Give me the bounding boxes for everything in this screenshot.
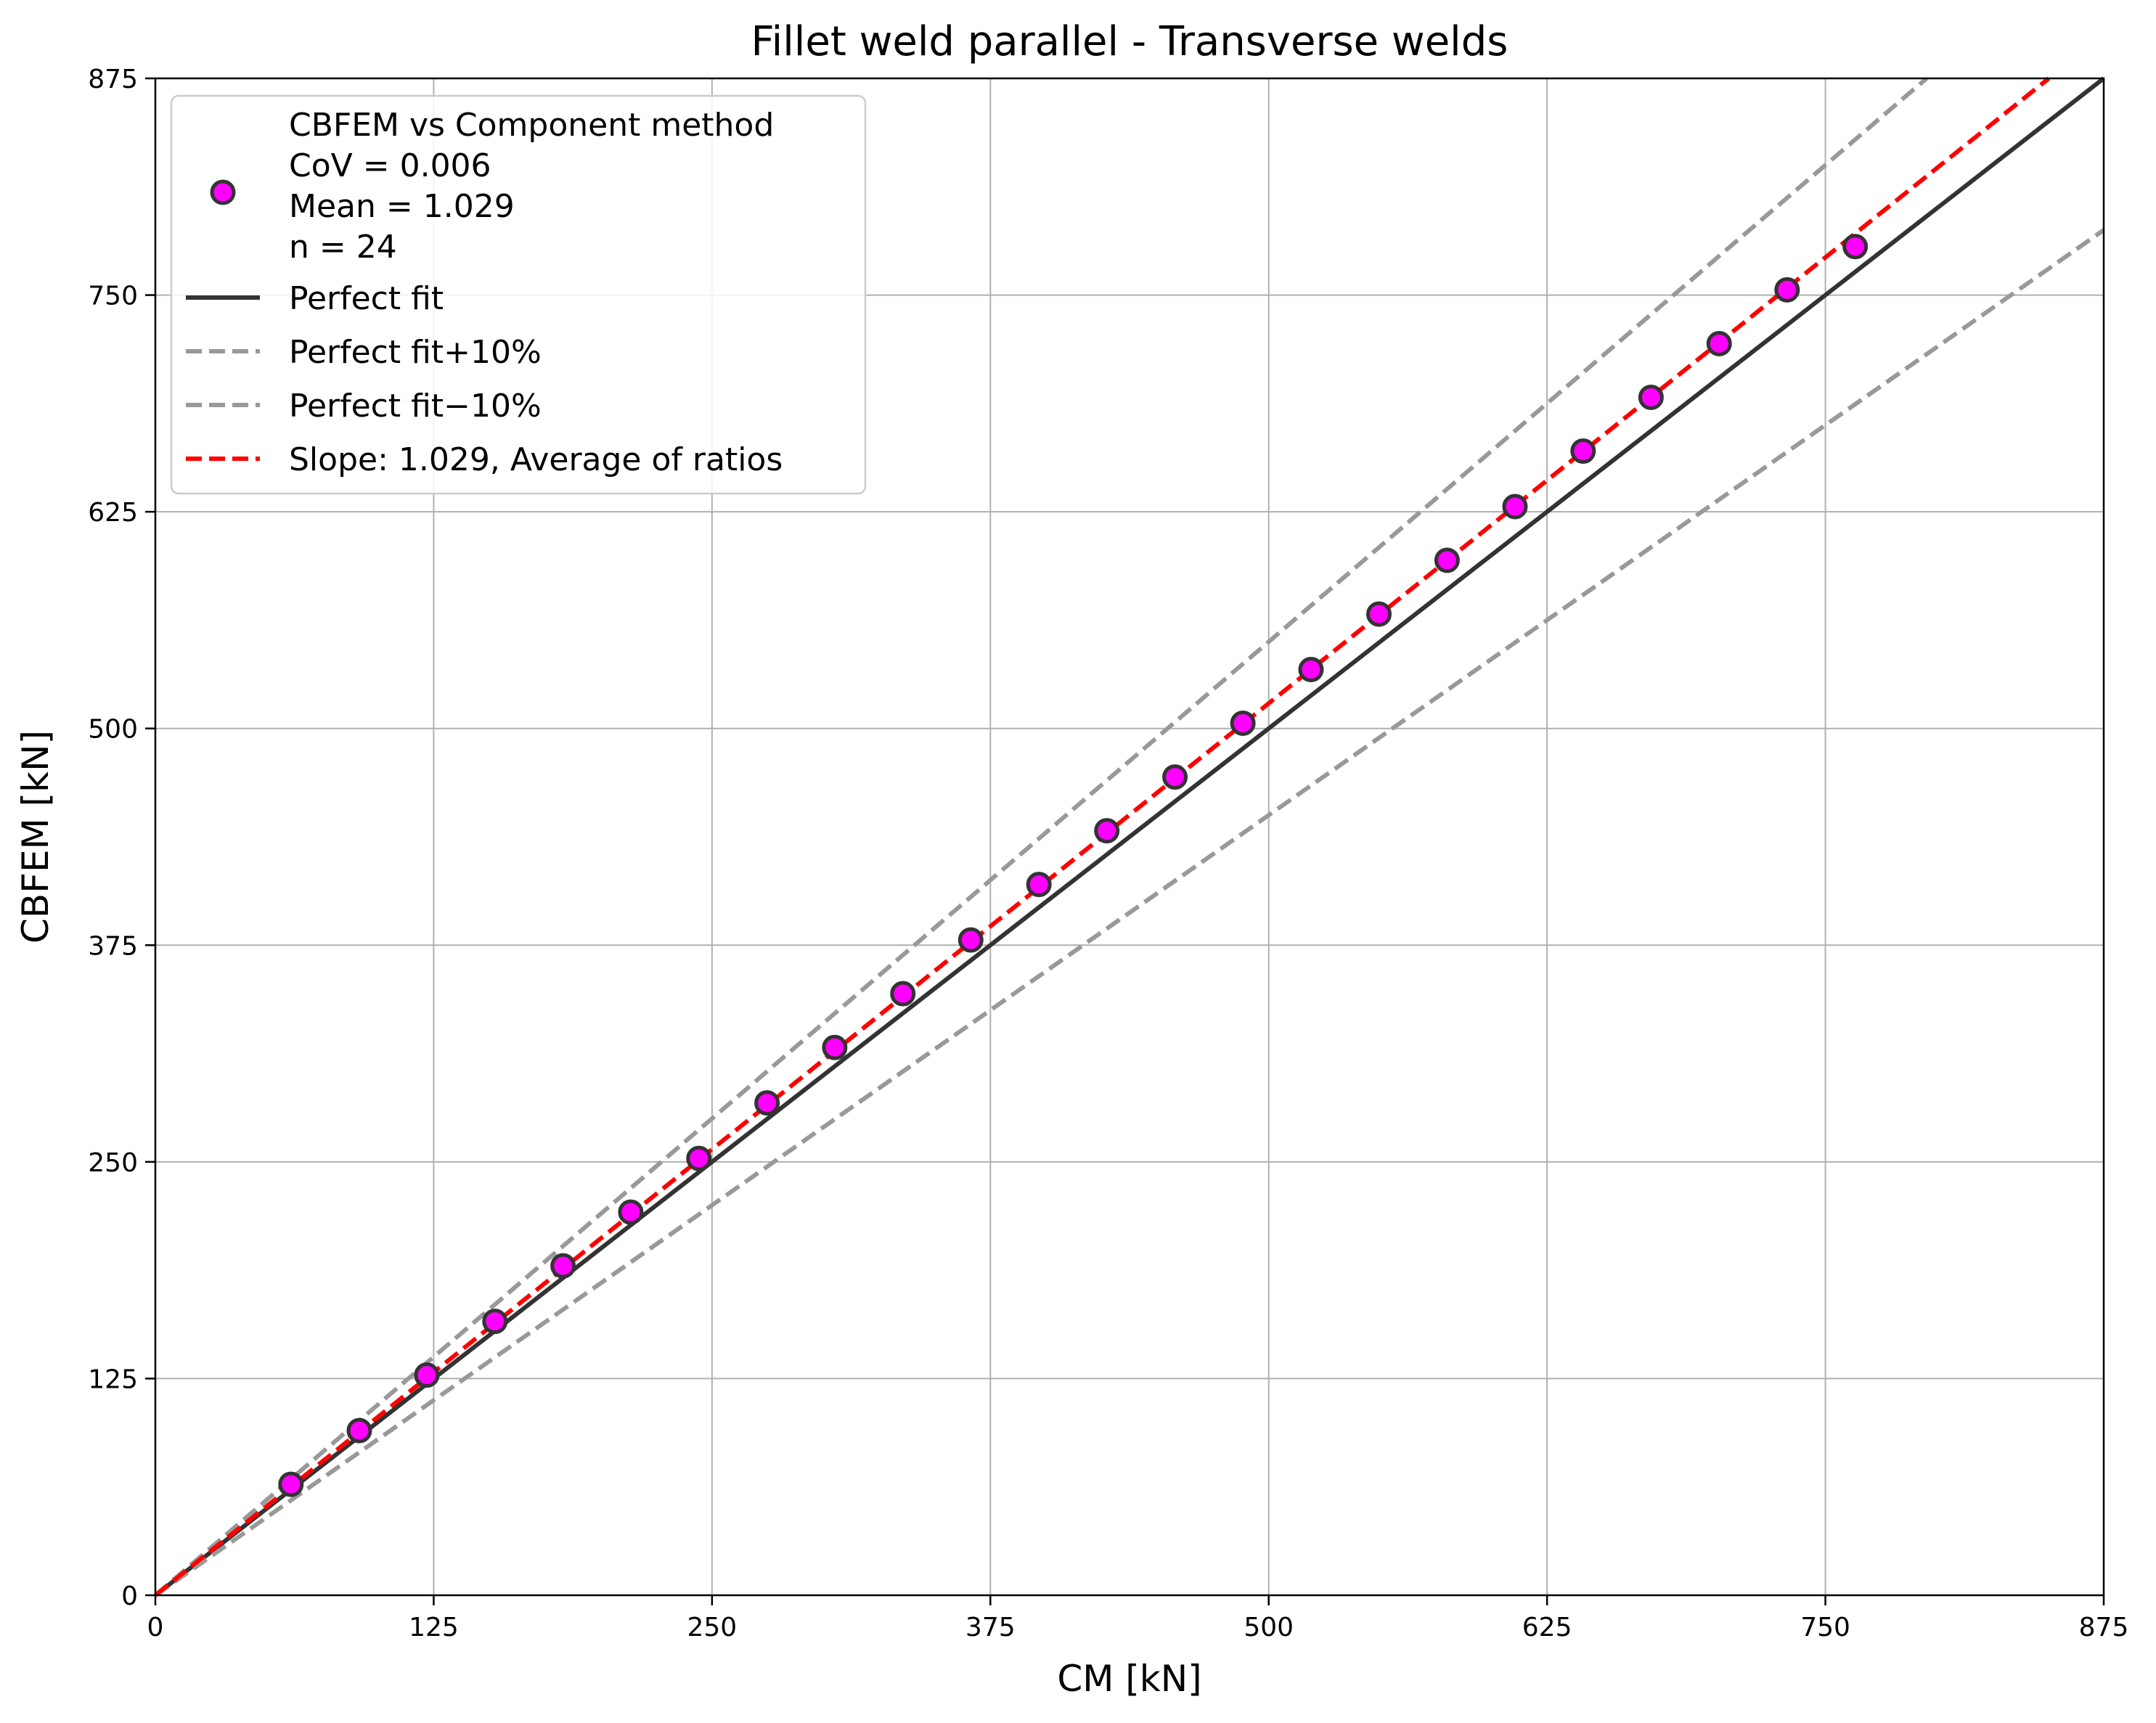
scatter-point [618,1199,644,1225]
scatter-point [1774,277,1800,303]
legend-box [170,94,867,495]
y-tick-label: 750 [88,282,138,311]
scatter-point [1570,438,1596,464]
scatter-point [957,927,984,953]
legend-n: n = 24 [289,229,397,266]
y-tick-label: 625 [88,498,138,528]
legend-label-plus-10: Perfect fit+10% [289,334,542,371]
reference-line-perfect-fit [154,76,2105,1597]
x-tick-label: 875 [2079,1613,2129,1642]
legend: CBFEM vs Component method CoV = 0.006 Me… [170,94,867,495]
scatter-point [1366,601,1392,627]
x-tick-label: 0 [147,1613,164,1642]
scatter-point [550,1253,576,1279]
x-tick-label: 750 [1800,1613,1850,1642]
x-tick-label: 375 [965,1613,1016,1642]
plot-frame [154,77,2105,1597]
y-tick-label: 875 [88,65,138,94]
legend-label-minus-10: Perfect fit−10% [289,388,542,425]
x-axis-label: CM [kN] [1057,1658,1201,1700]
scatter-point [1434,547,1460,573]
legend-label-perfect-fit: Perfect fit [289,280,444,317]
y-tick-label: 125 [88,1364,138,1394]
scatter-point [1502,494,1528,520]
legend-mean: Mean = 1.029 [289,188,515,225]
legend-label-scatter: CBFEM vs Component method [289,107,774,144]
scatter-point [482,1309,508,1335]
scatter-point [686,1145,712,1171]
reference-line-perfect-fit-10 [154,228,2105,1597]
y-tick-label: 0 [121,1581,138,1611]
scatter-point [1638,384,1664,410]
legend-cov: CoV = 0.006 [289,147,491,184]
scatter-point [1298,657,1324,683]
legend-marker-scatter [210,179,236,205]
axis-ticks: 0 125 250 375 500 625 750 875 0 125 250 375 500 625 75… [88,65,2128,1642]
scatter-point [1230,711,1256,737]
scatter-point [822,1034,848,1060]
legend-label-slope: Slope: 1.029, Average of ratios [289,441,783,478]
y-axis-label: CBFEM [kN] [15,730,57,944]
x-tick-label: 250 [687,1613,737,1642]
chart-title: Fillet weld parallel - Transverse welds [751,18,1508,65]
scatter-points [278,234,1869,1497]
scatter-point [1162,764,1188,790]
x-tick-label: 500 [1244,1613,1294,1642]
scatter-point [1842,234,1869,260]
y-tick-label: 250 [88,1148,138,1178]
reference-lines [154,76,2105,1597]
y-tick-label: 500 [88,715,138,745]
scatter-point [414,1362,440,1388]
scatter-point [278,1471,304,1497]
scatter-point [1706,330,1732,356]
scatter-point [754,1090,780,1116]
x-tick-label: 625 [1522,1613,1572,1642]
scatter-point [1026,872,1052,898]
reference-line-perfect-fit-10 [154,76,1928,1597]
scatter-point [1094,818,1120,844]
scatter-point [890,981,916,1007]
y-tick-label: 375 [88,931,138,961]
scatter-point [346,1417,372,1444]
x-tick-label: 125 [409,1613,459,1642]
